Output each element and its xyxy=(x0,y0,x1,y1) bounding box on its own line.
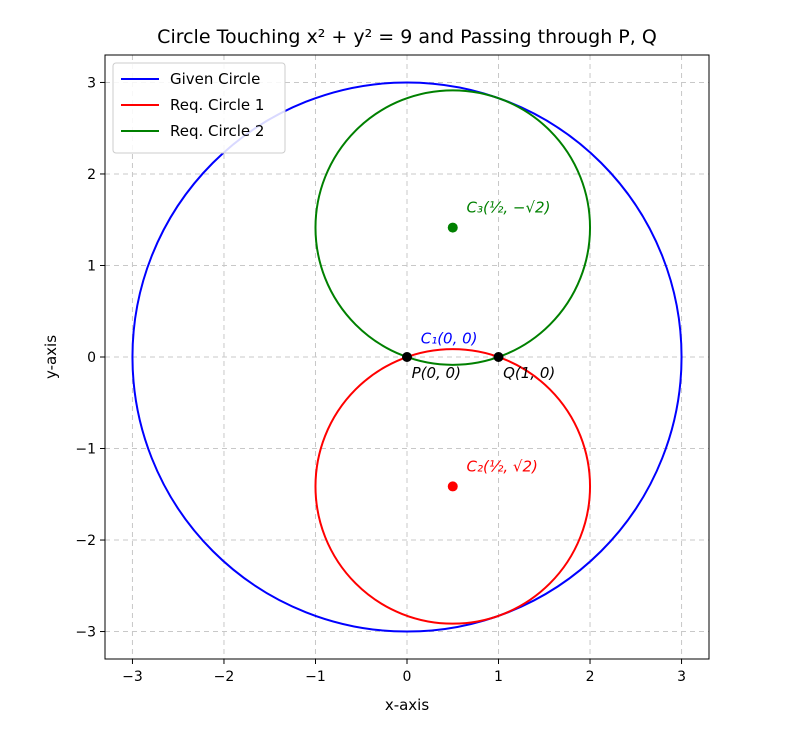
annotation-4: C₂(½, √2) xyxy=(466,457,537,475)
y-tick-label: −3 xyxy=(75,625,96,641)
x-tick-label: 0 xyxy=(403,669,412,685)
data-point-4 xyxy=(447,222,458,233)
y-tick-label: −1 xyxy=(75,442,96,458)
y-tick-label: −2 xyxy=(75,533,96,549)
annotation-1: C₁(0, 0) xyxy=(421,329,478,347)
x-tick-label: −3 xyxy=(122,669,143,685)
annotation-5: C₃(½, −√2) xyxy=(466,198,550,216)
annotations: C₁(0, 0) P(0, 0) Q(1, 0) C₂(½, √2) C₃(½, −√2… xyxy=(412,198,556,475)
data-point-2 xyxy=(493,352,504,362)
legend-label: Given Circle xyxy=(170,70,260,88)
legend-label: Req. Circle 1 xyxy=(170,96,264,114)
x-tick-label: 2 xyxy=(586,669,595,685)
y-tick-label: 0 xyxy=(87,350,96,366)
x-axis-label: x-axis xyxy=(385,696,430,714)
y-axis-label: y-axis xyxy=(42,335,60,379)
data-point-1 xyxy=(402,352,412,362)
ticks: −3 −2 −1 0 1 2 3 −3 −2 −1 0 1 2 3 xyxy=(75,75,686,685)
points xyxy=(402,222,504,492)
circles xyxy=(131,81,683,633)
y-tick-label: 2 xyxy=(87,167,96,183)
x-tick-label: −2 xyxy=(214,669,235,685)
annotation-2: P(0, 0) xyxy=(412,364,461,382)
x-tick-label: −1 xyxy=(305,669,326,685)
data-point-3 xyxy=(447,481,458,492)
x-tick-label: 1 xyxy=(494,669,503,685)
series-circle-1 xyxy=(131,81,683,633)
series-circle-2 xyxy=(314,348,592,625)
x-tick-label: 3 xyxy=(677,669,686,685)
legend-label: Req. Circle 2 xyxy=(170,122,264,140)
series-circle-3 xyxy=(314,89,592,366)
annotation-3: Q(1, 0) xyxy=(503,364,555,382)
y-tick-label: 3 xyxy=(87,75,96,91)
y-tick-label: 1 xyxy=(87,258,96,274)
legend: Given Circle Req. Circle 1 Req. Circle 2 xyxy=(112,62,286,154)
chart-title: Circle Touching x² + y² = 9 and Passing … xyxy=(157,26,657,48)
